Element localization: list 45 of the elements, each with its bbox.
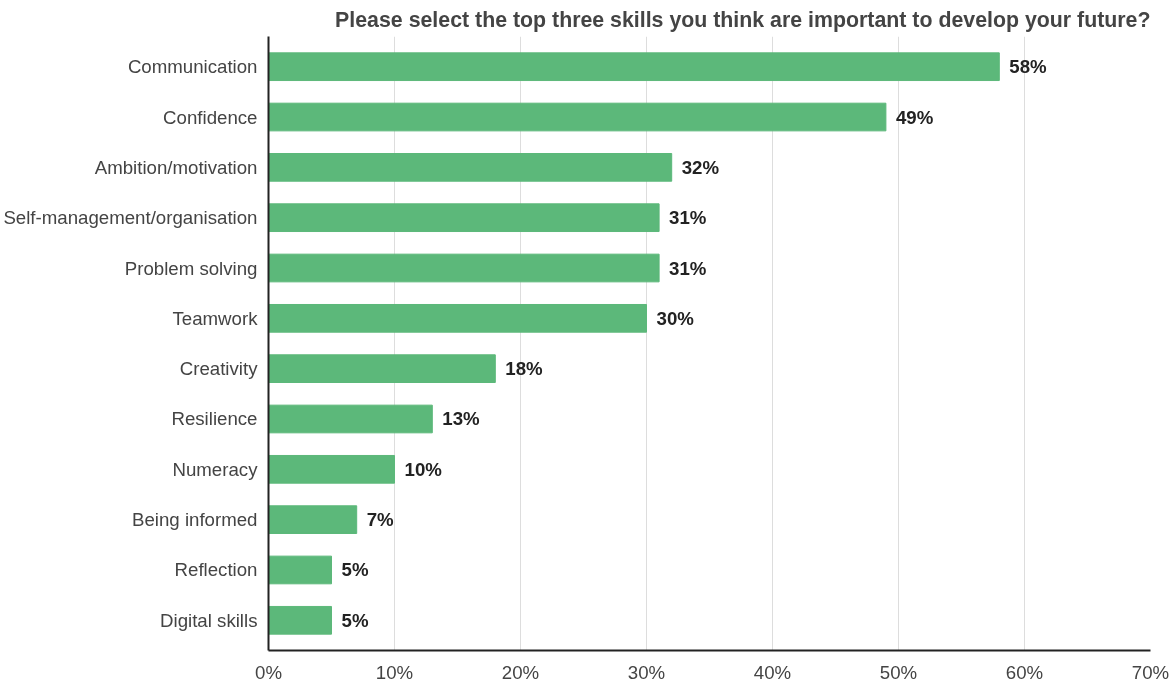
data-label: 32% xyxy=(681,156,720,178)
bar xyxy=(268,153,673,182)
chart-title: Please select the top three skills you think are important to develop your future? xyxy=(335,7,1151,32)
x-tick-label: 0% xyxy=(255,661,282,683)
y-tick-label: Being informed xyxy=(132,509,258,531)
bar xyxy=(268,454,395,484)
data-label: 5% xyxy=(341,609,369,631)
x-tick-label: 70% xyxy=(1131,661,1170,683)
bar xyxy=(268,404,433,434)
data-label: 5% xyxy=(341,559,369,581)
y-tick-label: Communication xyxy=(127,56,258,78)
y-tick-label: Confidence xyxy=(163,106,258,128)
x-tick-label: 60% xyxy=(1005,661,1044,683)
bar xyxy=(268,354,496,383)
x-tick-label: 30% xyxy=(627,661,666,683)
bar xyxy=(268,253,660,283)
bar xyxy=(268,52,1000,82)
bar xyxy=(268,203,660,233)
bar xyxy=(268,555,332,585)
y-tick-label: Self-management/organisation xyxy=(3,207,258,229)
y-tick-label: Digital skills xyxy=(160,609,258,631)
bar xyxy=(268,605,332,635)
data-label: 49% xyxy=(895,106,934,128)
x-tick-label: 50% xyxy=(879,661,918,683)
data-label: 7% xyxy=(366,509,395,531)
data-label: 30% xyxy=(656,307,695,329)
data-label: 31% xyxy=(669,207,707,229)
y-tick-label: Numeracy xyxy=(172,458,259,480)
x-tick-label: 10% xyxy=(375,661,414,683)
data-label: 18% xyxy=(505,358,544,380)
y-tick-label: Creativity xyxy=(179,358,259,380)
data-label: 31% xyxy=(669,257,707,279)
bar xyxy=(268,102,887,132)
y-tick-label: Resilience xyxy=(171,408,258,430)
data-label: 13% xyxy=(442,408,481,430)
data-label: 10% xyxy=(404,458,443,480)
y-tick-label: Problem solving xyxy=(124,257,258,279)
x-tick-label: 40% xyxy=(753,661,792,683)
x-tick-label: 20% xyxy=(501,661,540,683)
y-tick-label: Ambition/motivation xyxy=(94,156,258,178)
data-label: 58% xyxy=(1009,56,1048,78)
y-tick-label: Teamwork xyxy=(172,307,259,329)
y-tick-label: Reflection xyxy=(174,559,258,581)
bar xyxy=(268,304,647,333)
bar xyxy=(268,505,358,534)
